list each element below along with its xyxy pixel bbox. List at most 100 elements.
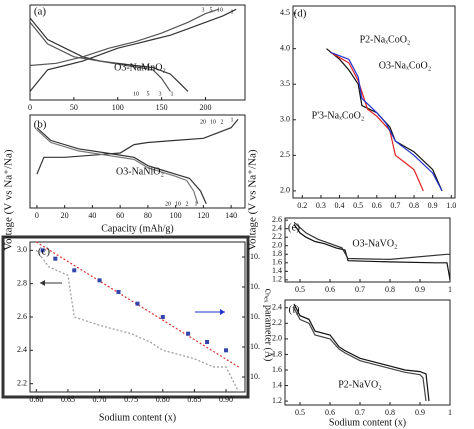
panel-c-frame bbox=[1, 235, 250, 399]
x-tick-label: 1.0 bbox=[446, 201, 456, 210]
y-tick-label: 2.2 bbox=[17, 378, 27, 387]
x-tick-label: 0.7 bbox=[390, 201, 400, 210]
curve bbox=[293, 221, 450, 261]
cycle-label: 1 bbox=[231, 117, 234, 123]
x-tick-label: 100 bbox=[112, 103, 124, 112]
x-tick-label: 0.8 bbox=[385, 408, 395, 417]
x-tick-label: 0.8 bbox=[385, 285, 395, 294]
x-tick-label: 0.90 bbox=[219, 395, 233, 404]
y-tick-label: 1.6 bbox=[272, 365, 282, 374]
y2-tick-label: 10. bbox=[250, 342, 260, 351]
arrow-right-head bbox=[220, 309, 225, 315]
plot-frame bbox=[29, 4, 246, 101]
x-tick-label: 0.70 bbox=[93, 395, 107, 404]
y2-axis-label: cₕₑₓ parameter (Å) bbox=[263, 289, 275, 362]
panel-label: (b) bbox=[34, 119, 47, 131]
plot-frame bbox=[29, 241, 246, 393]
x-tick-label: 0.5 bbox=[295, 408, 305, 417]
cycle-label: 10 bbox=[210, 119, 216, 125]
x-tick-label: 0.2 bbox=[297, 201, 307, 210]
cycle-label: 5 bbox=[147, 91, 150, 97]
y-axis-label: Voltage (V vs Na⁺/Na) bbox=[247, 149, 259, 250]
marker bbox=[205, 340, 210, 344]
y-tick-label: 2.2 bbox=[272, 232, 282, 241]
material-label: O3-NaMnO₂ bbox=[114, 62, 166, 73]
panel-label: (d) bbox=[294, 8, 307, 20]
x-tick-label: 0 bbox=[28, 103, 32, 112]
curve bbox=[293, 303, 430, 402]
x-tick-label: 0.85 bbox=[187, 395, 201, 404]
x-tick-label: 80 bbox=[144, 211, 152, 220]
cycle-label: 10 bbox=[175, 201, 181, 207]
y-tick-label: 3.5 bbox=[280, 79, 290, 88]
x-tick-label: 0.9 bbox=[415, 408, 425, 417]
cycle-label: 20 bbox=[165, 201, 171, 207]
y2-tick-label: 10. bbox=[250, 252, 260, 261]
cycle-label: 3 bbox=[202, 7, 205, 13]
marker bbox=[72, 268, 77, 273]
curve bbox=[293, 224, 451, 281]
y-tick-label: 2.0 bbox=[272, 334, 282, 343]
x-axis-label: Sodium content (x) bbox=[329, 417, 406, 428]
y-tick-label: 1.2 bbox=[272, 396, 282, 405]
y2-tick-label: 10. bbox=[250, 282, 260, 291]
plot-frame bbox=[284, 299, 451, 406]
y-tick-label: 1.4 bbox=[272, 266, 282, 275]
x-tick-label: 0.6 bbox=[325, 285, 335, 294]
x-tick-label: 1 bbox=[448, 408, 452, 417]
y-tick-label: 2.4 bbox=[272, 303, 282, 312]
y-tick-label: 3.0 bbox=[280, 115, 290, 124]
arrow-left-head bbox=[40, 280, 45, 286]
x-tick-label: 0.5 bbox=[295, 285, 305, 294]
material-label: O3-NaVO₂ bbox=[352, 238, 397, 249]
x-tick-label: 0.60 bbox=[29, 395, 43, 404]
y-tick-label: 2.4 bbox=[272, 223, 282, 232]
x-tick-label: 60 bbox=[116, 211, 124, 220]
x-tick-label: 0.80 bbox=[156, 395, 170, 404]
panel-label: (c) bbox=[38, 246, 51, 258]
x-tick-label: 0.9 bbox=[428, 201, 438, 210]
cycle-label: 5 bbox=[210, 7, 213, 13]
curve bbox=[36, 118, 239, 175]
marker bbox=[224, 348, 229, 353]
plot-frame bbox=[292, 5, 456, 199]
panel-label: (e) bbox=[288, 222, 301, 234]
curve bbox=[36, 127, 207, 205]
x-tick-label: 0.7 bbox=[355, 285, 365, 294]
curve bbox=[35, 249, 240, 393]
x-tick-label: 120 bbox=[197, 211, 209, 220]
curve bbox=[29, 8, 219, 67]
y-axis-label: Voltage (V vs Na⁺/Na) bbox=[3, 149, 15, 250]
x-tick-label: 0.65 bbox=[61, 395, 75, 404]
x-axis-label: Capacity (mAh/g) bbox=[101, 223, 173, 234]
x-tick-label: 140 bbox=[225, 211, 237, 220]
cycle-label: 20 bbox=[200, 119, 206, 125]
x-tick-label: 0.5 bbox=[353, 201, 363, 210]
cycle-label: 10 bbox=[133, 91, 139, 97]
y-tick-label: 2.6 bbox=[272, 215, 282, 224]
material-label: O3-NaNiO₂ bbox=[116, 166, 164, 177]
marker bbox=[160, 315, 165, 319]
x-tick-label: 0 bbox=[35, 211, 39, 220]
y-tick-label: 4.0 bbox=[280, 43, 290, 52]
plot-frame bbox=[29, 114, 246, 209]
curve bbox=[36, 129, 199, 204]
x-tick-label: 0.8 bbox=[409, 201, 419, 210]
x-tick-label: 150 bbox=[156, 103, 168, 112]
material-label: P2-NaVO₂ bbox=[338, 379, 381, 390]
y-tick-label: 2.0 bbox=[280, 186, 290, 195]
x-tick-label: 0.9 bbox=[415, 285, 425, 294]
curve bbox=[29, 8, 237, 92]
y-tick-label: 2.4 bbox=[17, 345, 27, 354]
x-axis-label: Sodium content (x) bbox=[99, 412, 176, 423]
x-tick-label: 0.75 bbox=[124, 395, 138, 404]
curve bbox=[329, 51, 443, 192]
y-tick-label: 2.8 bbox=[17, 278, 27, 287]
curve bbox=[29, 21, 171, 92]
y-tick-label: 2.6 bbox=[17, 312, 27, 321]
y-tick-label: 2.5 bbox=[280, 150, 290, 159]
x-tick-label: 1 bbox=[448, 285, 452, 294]
x-tick-label: 50 bbox=[70, 103, 78, 112]
y-tick-label: 1.4 bbox=[272, 380, 282, 389]
cycle-label: 1 bbox=[231, 9, 234, 15]
